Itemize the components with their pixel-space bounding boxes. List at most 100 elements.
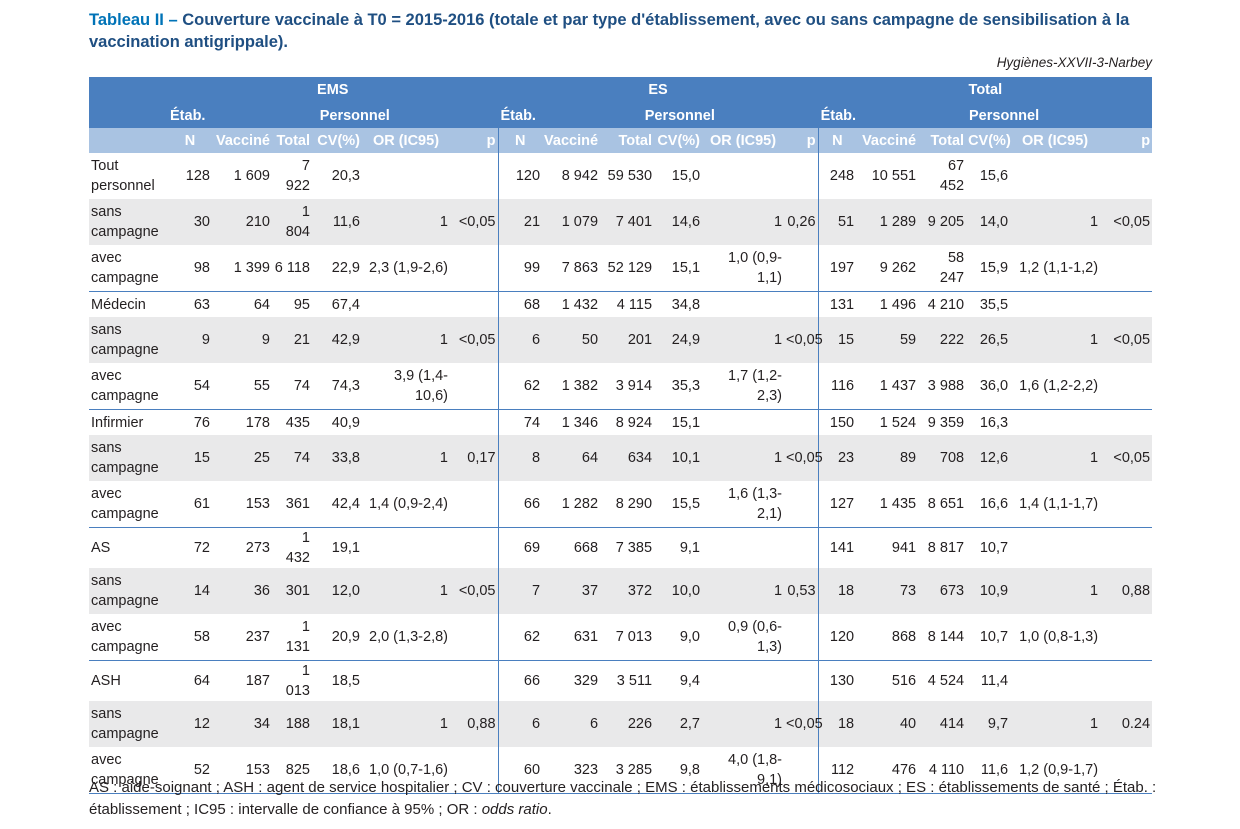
cell-vaccine: 40 <box>856 701 919 747</box>
cell-p <box>784 527 819 568</box>
cell-or: 1,7 (1,2-2,3) <box>702 363 785 410</box>
table-row: sans campagne 14 36 301 12,0 1 <0,05 7 37 372 10,0… <box>89 568 1153 614</box>
header-row-groups: EMS ES Total <box>89 77 1153 103</box>
cell-cv: 67,4 <box>312 291 362 317</box>
etab-header: Étab. <box>168 103 212 128</box>
cell-vaccine: 64 <box>542 435 601 481</box>
cell-cv: 74,3 <box>312 363 362 410</box>
group-header-ems: EMS <box>168 77 499 103</box>
col-header-total: Total <box>272 128 312 153</box>
cell-or: 1 <box>702 568 785 614</box>
cell-vaccine: 329 <box>542 660 601 701</box>
cell-n: 30 <box>168 199 212 245</box>
cell-p <box>784 153 818 199</box>
cell-total: 67 452 <box>939 158 965 194</box>
etab-header: Étab. <box>497 103 543 128</box>
cell-total: 361 <box>272 481 312 528</box>
cell-or: 1 <box>362 568 450 614</box>
cell-vaccine: 1 382 <box>542 363 601 410</box>
cell-p <box>450 409 499 435</box>
cell-total: 1 013 <box>272 660 312 701</box>
cell-vaccine: 1 437 <box>856 363 919 410</box>
cell-vaccine: 1 609 <box>233 168 270 184</box>
row-label: sans campagne <box>89 435 168 481</box>
cell-vaccine: 323 <box>542 747 601 794</box>
cell-n: 68 <box>497 291 543 317</box>
cell-cv: 33,8 <box>312 435 362 481</box>
row-label: avec campagne <box>89 747 168 794</box>
cell-n: 66 <box>497 481 543 528</box>
personnel-header: Personnel <box>856 103 1153 128</box>
cell-n: 23 <box>817 435 857 481</box>
cell-total: 301 <box>272 568 312 614</box>
row-label: Tout personnel <box>91 158 155 194</box>
table-body: Tout personnel 128 1 609 7 922 20,3 120 8 942 5… <box>89 153 1153 794</box>
cell-or: 1,4 (1,1-1,7) <box>1010 481 1101 528</box>
cell-p <box>784 245 819 292</box>
cell-or: 1 <box>702 317 785 363</box>
cell-or <box>702 660 785 701</box>
cell-p <box>784 363 819 410</box>
cell-cv: 14,0 <box>966 199 1011 245</box>
cell-or: 1,0 (0,7-1,6) <box>362 747 450 794</box>
cell-total: 74 <box>272 435 312 481</box>
cell-n: 14 <box>168 568 212 614</box>
cell-total: 9 359 <box>918 409 967 435</box>
cell-n: 63 <box>168 291 212 317</box>
cell-cv: 11,4 <box>966 660 1011 701</box>
cell-or <box>1010 291 1101 317</box>
cell-or: 1,6 (1,2-2,2) <box>1010 363 1101 410</box>
cell-total: 201 <box>600 317 655 363</box>
cell-total: 708 <box>918 435 967 481</box>
cell-or: 2,0 (1,3-2,8) <box>362 614 450 661</box>
cell-p <box>450 245 499 292</box>
cell-p: <0,05 <box>784 317 823 363</box>
cell-cv: 9,1 <box>654 527 703 568</box>
cell-vaccine: 55 <box>212 363 272 410</box>
cell-cv: 15,0 <box>671 168 701 184</box>
cell-or <box>702 409 785 435</box>
cell-cv: 15,9 <box>966 245 1011 292</box>
cell-vaccine: 516 <box>856 660 919 701</box>
cell-p <box>1100 245 1153 292</box>
header-blank <box>89 128 168 153</box>
cell-or <box>1010 153 1100 199</box>
table-row: sans campagne 15 25 74 33,8 1 0,17 8 64 634 10,1 1 <… <box>89 435 1153 481</box>
cell-total: 4 210 <box>918 291 967 317</box>
cell-n: 99 <box>497 245 543 292</box>
cell-p <box>784 481 819 528</box>
cell-cv: 22,9 <box>312 245 362 292</box>
cell-vaccine: 34 <box>212 701 272 747</box>
cell-p <box>1100 363 1153 410</box>
cell-p: <0,05 <box>450 199 499 245</box>
cell-cv: 18,5 <box>312 660 362 701</box>
cell-vaccine: 64 <box>212 291 272 317</box>
cell-n: 54 <box>168 363 212 410</box>
cell-n: 128 <box>185 168 210 184</box>
cell-cv: 35,3 <box>654 363 703 410</box>
cell-vaccine: 25 <box>212 435 272 481</box>
cell-total: 8 651 <box>918 481 967 528</box>
cell-or: 1,2 (1,1-1,2) <box>1010 245 1101 292</box>
cell-or: 1 <box>362 317 450 363</box>
cell-cv: 14,6 <box>654 199 703 245</box>
cell-p <box>450 747 499 794</box>
cell-p <box>784 409 819 435</box>
cell-p <box>450 660 499 701</box>
cell-cv: 10,9 <box>966 568 1011 614</box>
etab-header: Étab. <box>817 103 857 128</box>
cell-or <box>1010 527 1101 568</box>
cell-p <box>450 527 499 568</box>
cell-cv: 19,1 <box>312 527 362 568</box>
row-label: avec campagne <box>89 614 168 661</box>
cell-or: 1 <box>1010 435 1101 481</box>
cell-or: 1 <box>1010 199 1101 245</box>
cell-cv: 26,5 <box>966 317 1011 363</box>
cell-vaccine: 237 <box>212 614 272 661</box>
cell-or: 1,4 (0,9-2,4) <box>362 481 450 528</box>
cell-vaccine: 9 262 <box>856 245 919 292</box>
cell-cv: 11,6 <box>312 199 362 245</box>
cell-cv: 18,1 <box>312 701 362 747</box>
cell-n: 6 <box>497 317 543 363</box>
cell-total: 4 524 <box>918 660 967 701</box>
